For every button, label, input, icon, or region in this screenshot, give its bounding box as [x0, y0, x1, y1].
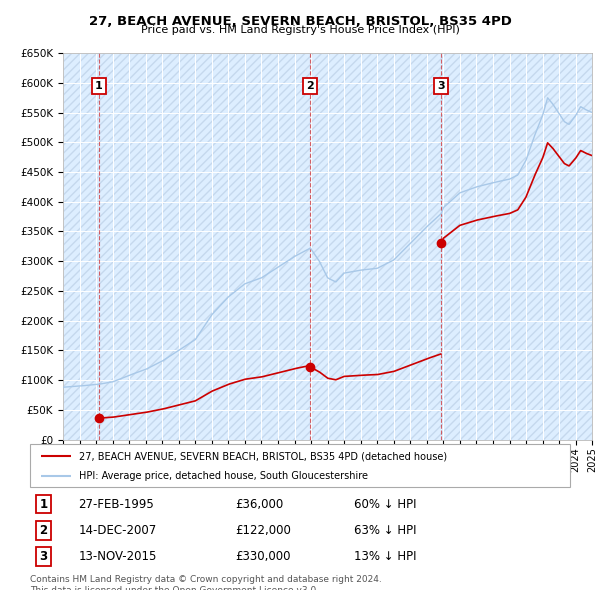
Text: 27, BEACH AVENUE, SEVERN BEACH, BRISTOL, BS35 4PD (detached house): 27, BEACH AVENUE, SEVERN BEACH, BRISTOL,… [79, 451, 447, 461]
Text: 2: 2 [307, 81, 314, 91]
Text: Price paid vs. HM Land Registry's House Price Index (HPI): Price paid vs. HM Land Registry's House … [140, 25, 460, 35]
Text: 1: 1 [95, 81, 103, 91]
Text: 14-DEC-2007: 14-DEC-2007 [79, 524, 157, 537]
Text: 27-FEB-1995: 27-FEB-1995 [79, 497, 154, 510]
Text: 13% ↓ HPI: 13% ↓ HPI [354, 550, 416, 563]
Text: £36,000: £36,000 [235, 497, 283, 510]
Text: £330,000: £330,000 [235, 550, 290, 563]
Text: 1: 1 [40, 497, 47, 510]
Text: 63% ↓ HPI: 63% ↓ HPI [354, 524, 416, 537]
Text: 27, BEACH AVENUE, SEVERN BEACH, BRISTOL, BS35 4PD: 27, BEACH AVENUE, SEVERN BEACH, BRISTOL,… [89, 15, 511, 28]
Text: 13-NOV-2015: 13-NOV-2015 [79, 550, 157, 563]
Text: 2: 2 [40, 524, 47, 537]
Text: £122,000: £122,000 [235, 524, 291, 537]
Text: Contains HM Land Registry data © Crown copyright and database right 2024.
This d: Contains HM Land Registry data © Crown c… [30, 575, 382, 590]
Text: 3: 3 [40, 550, 47, 563]
Text: HPI: Average price, detached house, South Gloucestershire: HPI: Average price, detached house, Sout… [79, 471, 368, 481]
Text: 60% ↓ HPI: 60% ↓ HPI [354, 497, 416, 510]
Text: 3: 3 [437, 81, 445, 91]
